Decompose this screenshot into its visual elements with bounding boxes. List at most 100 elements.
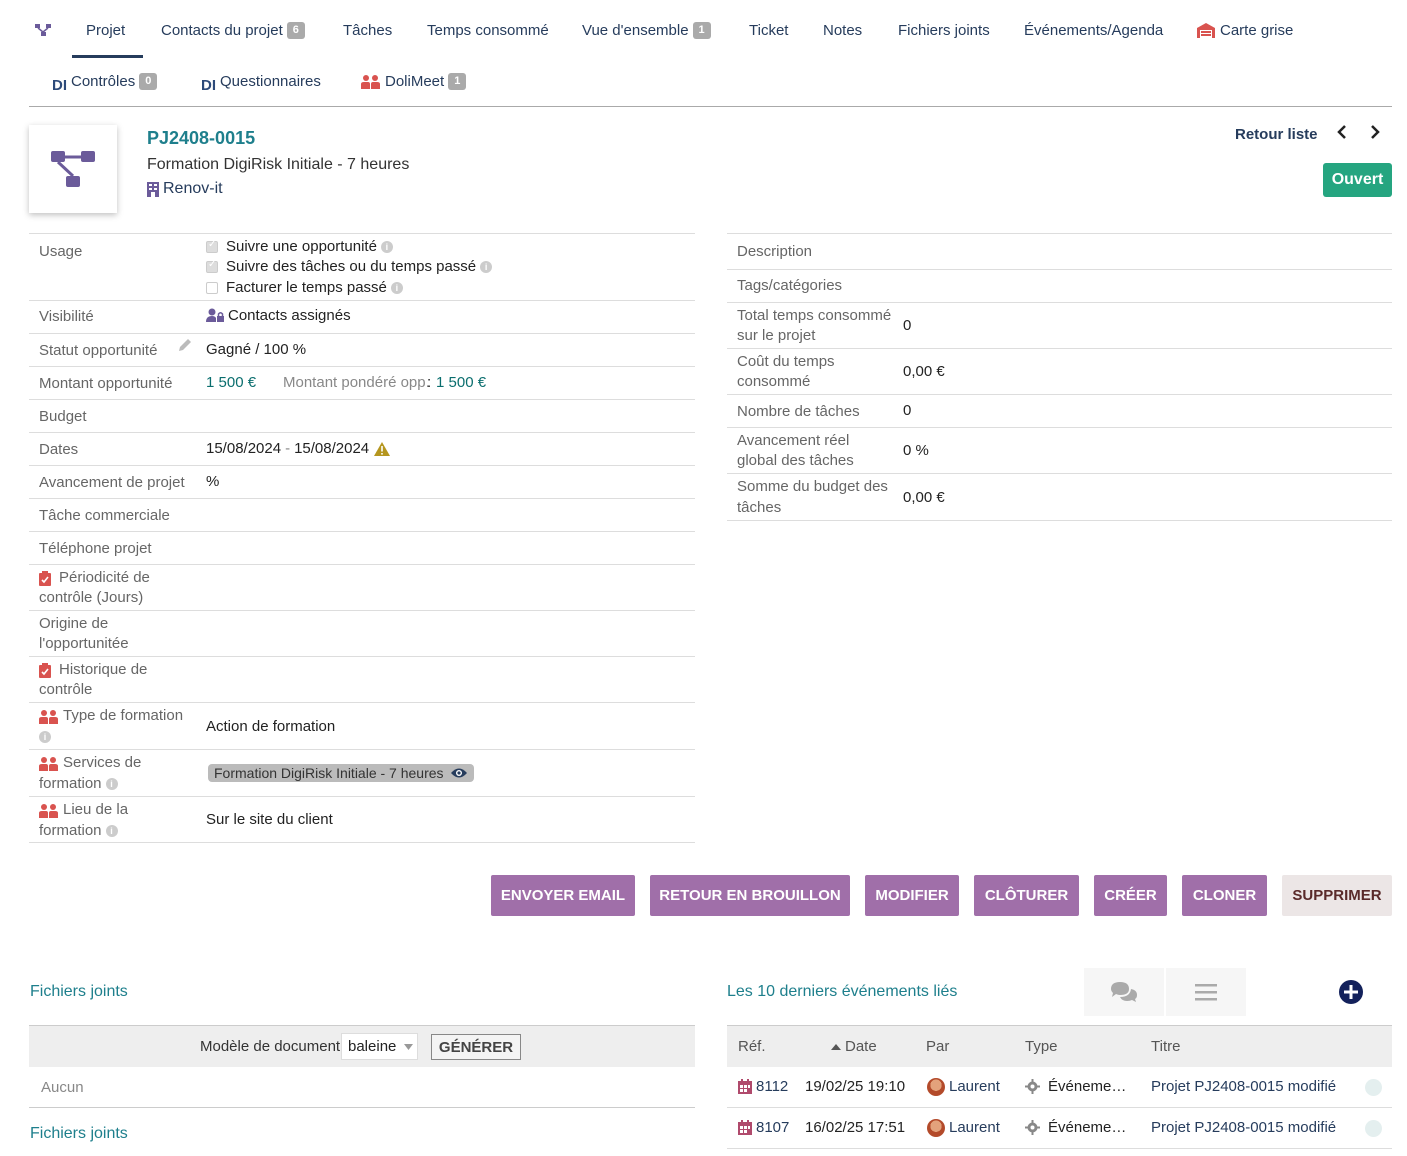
col-par-header[interactable]: Par — [926, 1038, 950, 1055]
project-logo — [29, 125, 117, 213]
back-to-list-link[interactable]: Retour liste — [1235, 126, 1318, 143]
col-ref-header[interactable]: Réf. — [738, 1038, 766, 1055]
calendar-icon — [738, 1079, 752, 1094]
tab-questionnaires[interactable]: DI Questionnaires — [201, 73, 321, 94]
tab-controles[interactable]: DI Contrôles 0 — [52, 73, 158, 94]
people-icon — [39, 710, 58, 724]
usage-checkbox-1[interactable] — [206, 239, 218, 254]
col-type-header[interactable]: Type — [1025, 1038, 1058, 1055]
tab-projet[interactable]: Projet — [86, 22, 125, 39]
event-status-dot — [1365, 1120, 1382, 1137]
event-user-link[interactable]: Laurent — [927, 1119, 1000, 1138]
field-row-services: Services de formation i Formation DigiRis… — [29, 749, 695, 797]
montant-value: 1 500 € — [206, 374, 257, 391]
tab-notes-label: Notes — [823, 22, 863, 39]
event-status-dot — [1365, 1079, 1382, 1096]
dates-value: 15/08/2024 - 15/08/2024 — [206, 440, 391, 457]
eye-icon[interactable] — [450, 767, 468, 779]
avancement-label: Avancement de projet — [39, 474, 185, 491]
services-label-line1: Services de — [63, 754, 142, 771]
tab-ticket[interactable]: Ticket — [749, 22, 788, 39]
send-email-button[interactable]: ENVOYER EMAIL — [491, 875, 635, 916]
company-link[interactable]: Renov-it — [147, 180, 223, 198]
services-label-line2: formation i — [39, 773, 118, 794]
company-name: Renov-it — [163, 180, 223, 197]
previous-record-button[interactable] — [1337, 124, 1347, 145]
event-user: Laurent — [949, 1119, 1000, 1136]
event-title-link[interactable]: Projet PJ2408-0015 modifié — [1151, 1078, 1337, 1095]
tab-vue-ensemble[interactable]: Vue d'ensemble 1 — [582, 22, 711, 39]
somme-budget-label-line2: tâches — [737, 499, 782, 516]
event-ref-link[interactable]: 8112 — [738, 1078, 788, 1095]
edit-statut-button[interactable] — [177, 338, 192, 357]
col-titre-header[interactable]: Titre — [1151, 1038, 1181, 1055]
model-select[interactable]: baleine — [341, 1033, 418, 1060]
list-icon — [1195, 984, 1217, 1001]
tab-notes[interactable]: Notes — [823, 22, 862, 39]
next-record-button[interactable] — [1370, 124, 1380, 145]
event-ref-link[interactable]: 8107 — [738, 1119, 789, 1136]
modify-button[interactable]: MODIFIER — [865, 875, 959, 916]
lieu-value: Sur le site du client — [206, 811, 333, 828]
tab-evenements-label: Événements/Agenda — [1024, 22, 1164, 39]
avancement-reel-label-line2: global des tâches — [737, 452, 854, 469]
date-separator: - — [285, 440, 291, 457]
usage-checkbox-2[interactable] — [206, 259, 218, 274]
tab-evenements[interactable]: Événements/Agenda — [1024, 22, 1163, 39]
warning-icon — [374, 441, 391, 456]
files-divider — [29, 1107, 695, 1108]
create-button[interactable]: CRÉER — [1094, 875, 1167, 916]
view-messages-button[interactable] — [1084, 968, 1164, 1016]
generate-button[interactable]: GÉNÉRER — [431, 1034, 521, 1060]
somme-budget-label-line1: Somme du budget des — [737, 478, 888, 495]
type-formation-value: Action de formation — [206, 718, 336, 735]
usage-checkbox-3[interactable] — [206, 282, 218, 295]
total-temps-value: 0 — [903, 317, 912, 334]
field-row-budget: Budget — [29, 399, 695, 433]
view-list-button[interactable] — [1166, 968, 1246, 1016]
origine-label-line2: l'opportunitée — [39, 635, 129, 652]
people-icon — [361, 74, 380, 89]
clone-button[interactable]: CLONER — [1182, 875, 1267, 916]
gear-icon — [1025, 1079, 1040, 1094]
building-icon — [147, 181, 159, 197]
tab-temps[interactable]: Temps consommé — [427, 22, 549, 39]
tab-ticket-label: Ticket — [749, 22, 789, 39]
usage-label: Usage — [39, 243, 83, 260]
total-temps-label-line2: sur le projet — [737, 327, 816, 344]
tab-dolimeet[interactable]: DoliMeet 1 — [361, 73, 467, 90]
project-network-icon — [51, 151, 95, 187]
event-ref: 8107 — [756, 1119, 790, 1136]
event-type: Événeme… — [1025, 1078, 1126, 1095]
col-date-header[interactable]: Date — [831, 1038, 877, 1055]
cout-label-line2: consommé — [737, 373, 811, 390]
tab-fichiers[interactable]: Fichiers joints — [898, 22, 990, 39]
delete-button[interactable]: SUPPRIMER — [1282, 875, 1392, 916]
service-tag[interactable]: Formation DigiRisk Initiale - 7 heures — [208, 764, 474, 782]
event-title-link[interactable]: Projet PJ2408-0015 modifié — [1151, 1119, 1337, 1136]
field-row-type-formation: Type de formation i Action de formation — [29, 702, 695, 750]
chevron-down-icon — [404, 1043, 414, 1050]
tab-taches[interactable]: Tâches — [343, 22, 392, 39]
tab-carte-grise[interactable]: Carte grise — [1196, 22, 1293, 39]
event-user-link[interactable]: Laurent — [927, 1078, 1000, 1097]
close-project-button[interactable]: CLÔTURER — [974, 875, 1079, 916]
historique-label-line2: contrôle — [39, 681, 93, 698]
info-icon: i — [480, 261, 493, 274]
clipboard-check-icon — [39, 663, 51, 678]
vue-count-badge: 1 — [692, 22, 711, 39]
type-formation-label: Type de formation — [63, 707, 184, 724]
no-files-text: Aucun — [41, 1079, 84, 1096]
historique-label-line1: Historique de — [59, 661, 148, 678]
tab-contacts[interactable]: Contacts du projet 6 — [161, 22, 305, 39]
gear-icon — [1025, 1120, 1040, 1135]
visibilite-label: Visibilité — [39, 308, 94, 325]
events-table-header — [727, 1025, 1392, 1067]
add-event-button[interactable] — [1339, 980, 1363, 1008]
pondere-value: 1 500 € — [436, 374, 487, 391]
field-row-statut: Statut opportunité Gagné / 100 % — [29, 333, 695, 367]
back-to-draft-button[interactable]: RETOUR EN BROUILLON — [650, 875, 850, 916]
info-icon: i — [105, 825, 118, 838]
table-row — [727, 1108, 1392, 1149]
telephone-label: Téléphone projet — [39, 540, 152, 557]
